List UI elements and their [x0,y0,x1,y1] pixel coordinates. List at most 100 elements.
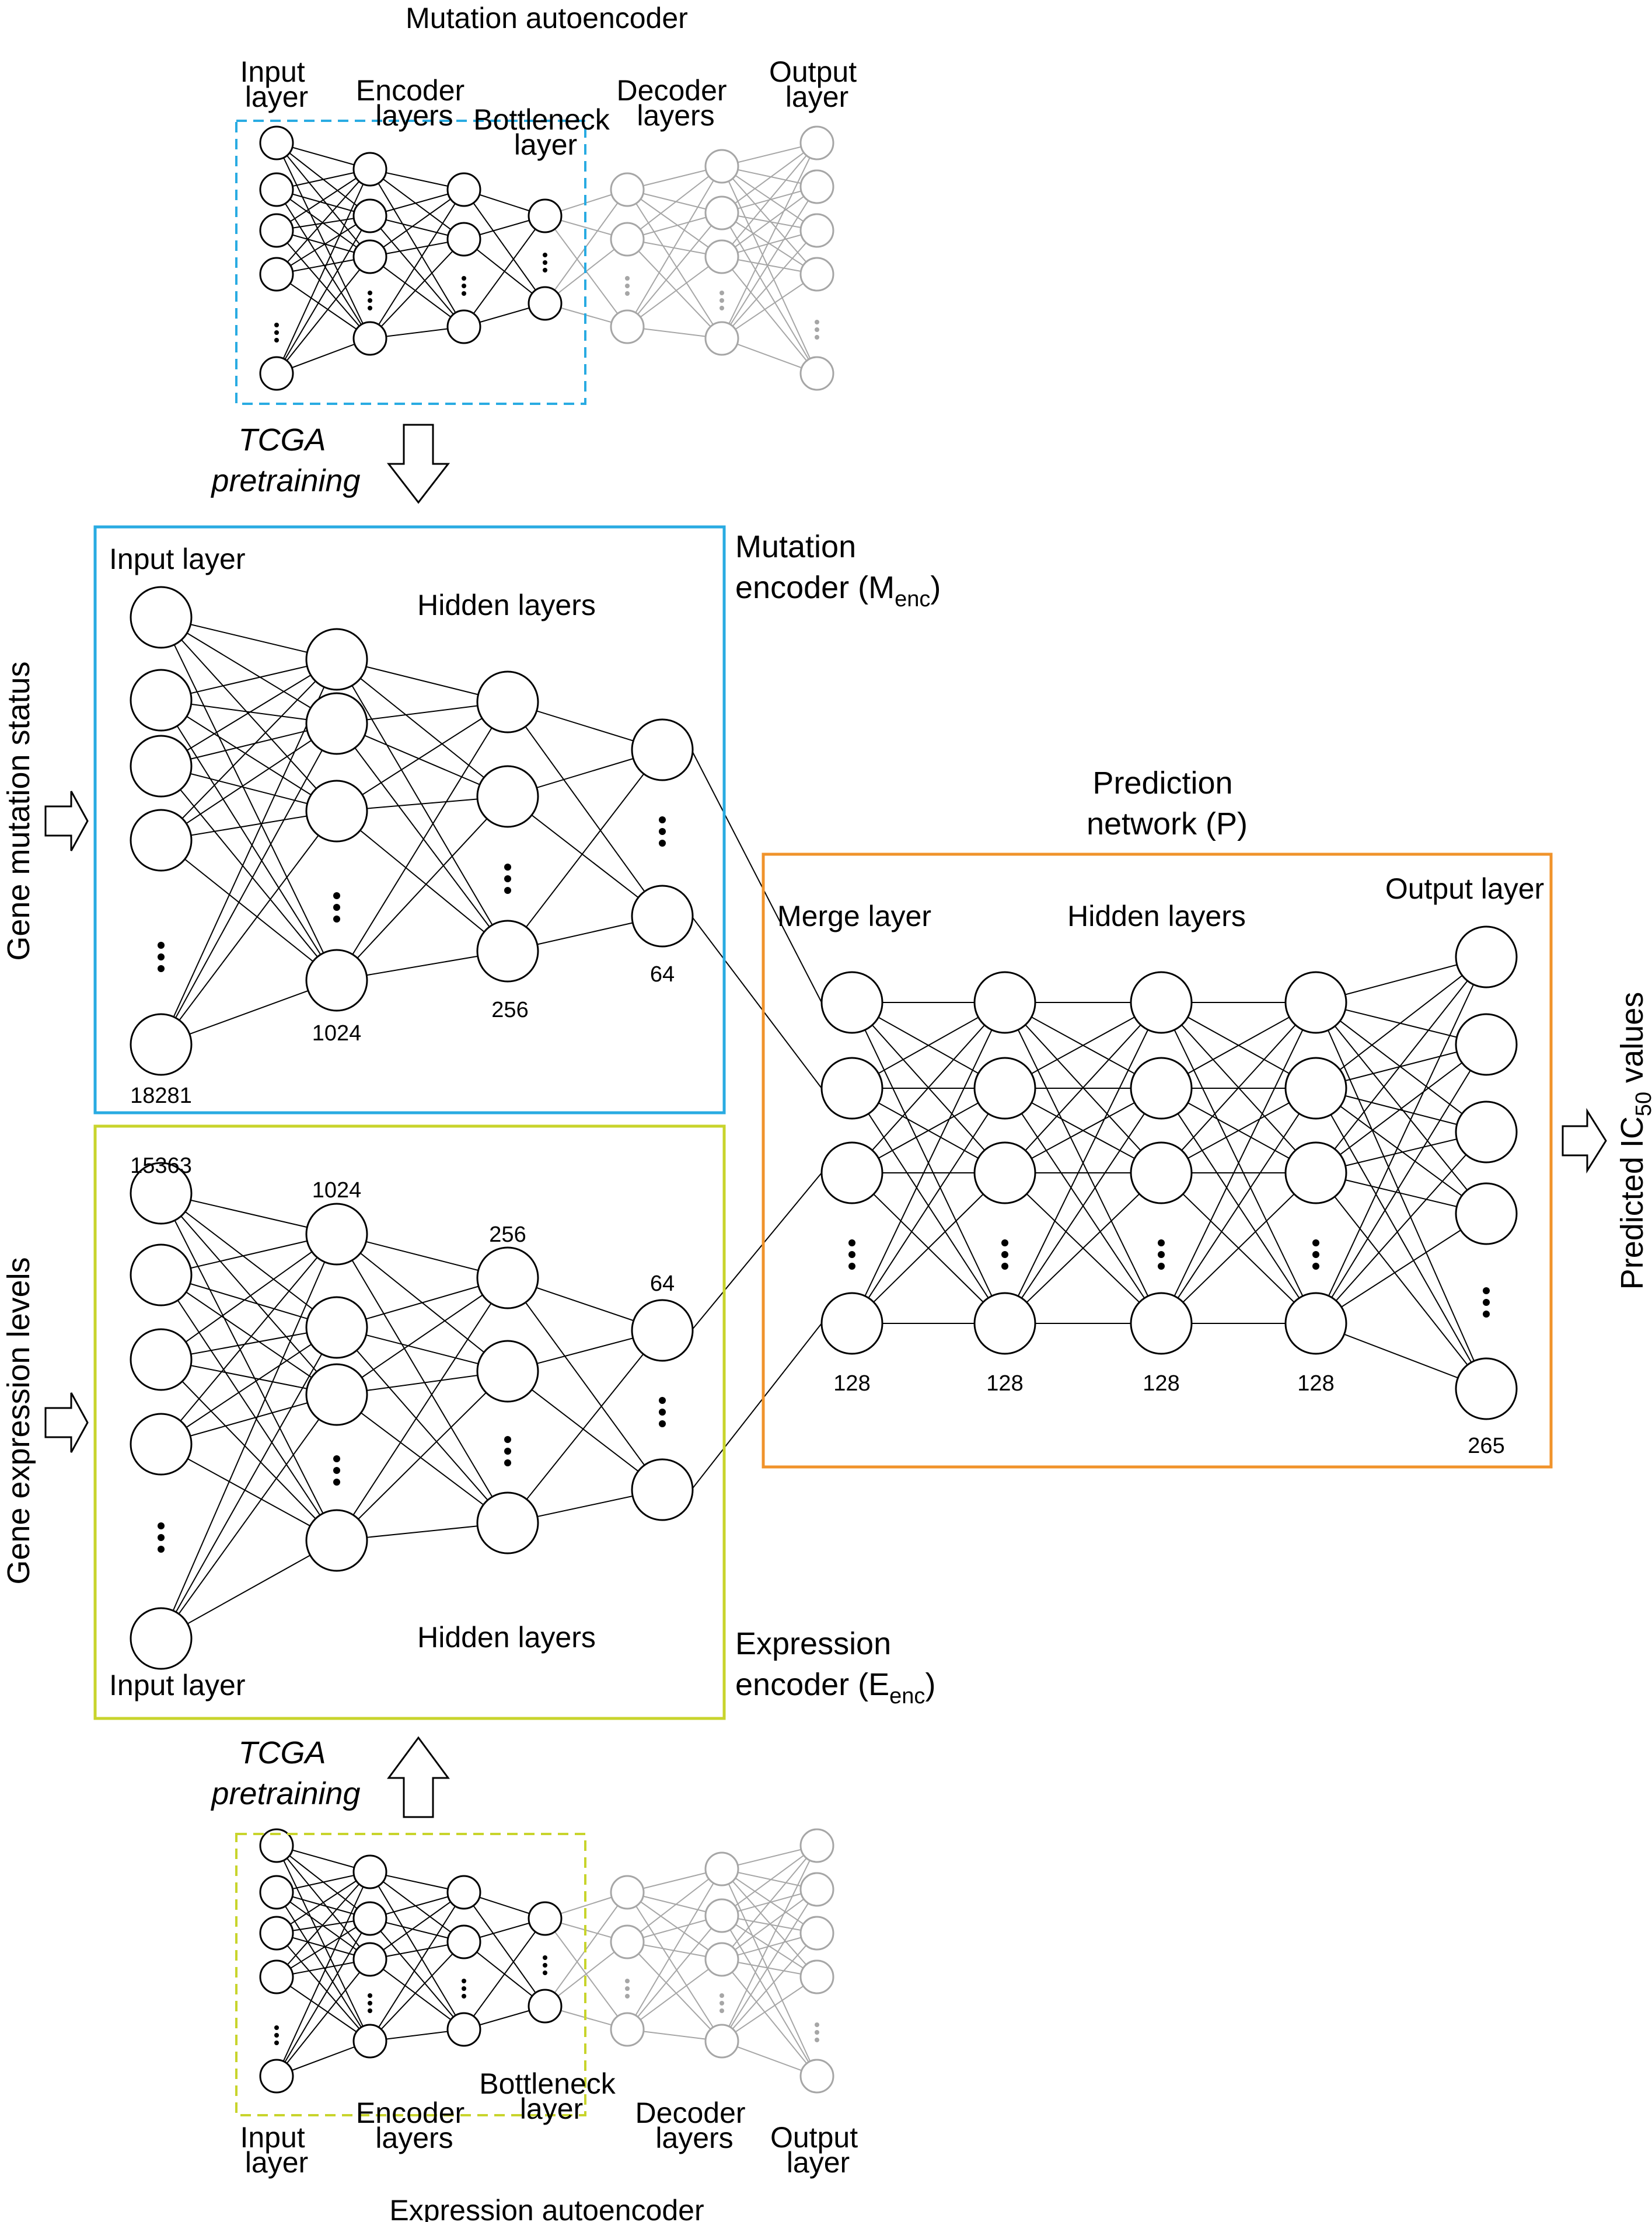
mutation-ae-encoder-label: Encoder layers [356,74,473,132]
mutation-autoencoder-ellipsis-icon [462,291,466,296]
mutation-encoder-connection [336,659,508,797]
expression-autoencoder-ellipsis-icon [274,2033,279,2038]
expression-encoder-ellipsis-icon [659,1409,666,1416]
expression-autoencoder-neuron [259,1916,294,1951]
expression-encoder-connection [160,1193,337,1541]
mutation-encoder-ellipsis-icon [659,828,666,835]
mutation-autoencoder-ellipsis-icon [274,338,279,343]
expression-ae-decoder-label: Decoder layers [635,2097,754,2154]
expression-autoencoder-connection [369,1892,464,2042]
prediction-network-connection [1315,1213,1487,1324]
mutation-autoencoder-connection [627,239,722,339]
mutation-encoder-connection [160,766,337,981]
prediction-network-ellipsis-icon [848,1251,855,1258]
expression-encoder-connection [507,1330,663,1524]
expression-autoencoder-connection [544,1941,628,2007]
mutation-autoencoder-connection [276,169,371,275]
mutation-autoencoder-connection [721,212,818,374]
mutation-encoder-neuron [305,949,368,1012]
prediction-network-neuron [1455,925,1518,988]
mutation-encoder-connection [160,700,337,812]
mutation-autoencoder-connection [627,166,722,327]
mutation-autoencoder-connection [463,189,546,304]
mutation-autoencoder-neuron [799,356,834,391]
gene-mutation-status-label: Gene mutation status [1,661,36,960]
prediction-network-neuron [1130,1292,1193,1355]
mutation-autoencoder-ellipsis-icon [368,298,372,303]
expression-autoencoder-connection [627,1892,722,2042]
prediction-network-connection [1315,1044,1487,1324]
prediction-hidden-label: Hidden layers [1067,900,1246,932]
expression-encoder-connection [336,1234,508,1524]
mutation-encoder-neuron [305,692,368,755]
expression-autoencoder-neuron [446,2012,481,2047]
mutation-encoder-neuron [305,780,368,843]
prediction-network-neuron [1455,1013,1518,1076]
expression-autoencoder-connection [721,1915,818,2077]
mutation-encoder-connection [160,617,337,724]
mutation-encoder-neuron [130,809,193,872]
expression-autoencoder-neuron [704,1898,739,1933]
expression-autoencoder-neuron [610,2012,645,2047]
mutation-autoencoder-ellipsis-icon [368,306,372,310]
prediction-network-ellipsis-icon [1158,1263,1165,1270]
mutation-autoencoder-neuron [352,239,387,274]
expression-encoder-connection [160,1274,337,1395]
expression-autoencoder-neuron [259,1959,294,1994]
mutation-input-arrow [44,791,89,851]
mutation-encoder-neuron [631,718,694,781]
mutation-encoder-connection [336,796,508,981]
mutation-autoencoder-neuron [259,172,294,207]
expression-encoder-connection [160,1193,337,1395]
expression-encoder-neuron [130,1162,193,1225]
expression-autoencoder-connection [627,1868,722,1942]
expression-autoencoder-ellipsis-icon [720,1993,724,1998]
mutation-autoencoder-connection [369,189,464,257]
prediction-network-connection [1315,1088,1487,1214]
prediction-network-connection [1161,1002,1316,1324]
mutation-autoencoder-connection [276,169,371,231]
expression-encoder-connection [160,1234,337,1445]
mutation-autoencoder-connection [721,230,818,339]
expression-encoder-connection [160,1327,337,1639]
prediction-network-ellipsis-icon [1312,1239,1319,1246]
expression-autoencoder-neuron [610,1875,645,1910]
expression-encoder-neuron [631,1299,694,1362]
tcga-pretraining-bottom-label: TCGA pretraining [210,1735,360,1811]
mutation-autoencoder-neuron [259,213,294,248]
mutation-encoder-title: Mutation encoder (Menc) [735,529,941,612]
prediction-network-ellipsis-icon [1158,1239,1165,1246]
prediction-network-connection [1315,956,1487,1173]
expression-encoder-ellipsis-icon [504,1448,511,1455]
mutation-encoder-neuron [305,628,368,691]
mutation-autoencoder-ellipsis-icon [368,291,372,295]
expression-autoencoder-ellipsis-icon [274,2041,279,2045]
prediction-network-title: Prediction network (P) [1087,766,1248,841]
mutation-autoencoder-connection [276,142,371,339]
mutation-autoencoder-connection [463,215,546,327]
mutation-autoencoder-ellipsis-icon [720,291,724,295]
mutation-autoencoder-connection [276,256,371,374]
prediction-network-connection [1315,956,1487,1089]
expression-encoder-ellipsis-icon [158,1546,165,1553]
prediction-network-neuron [820,1057,883,1120]
expression-encoder-ellipsis-icon [333,1467,340,1474]
expression-autoencoder-neuron [799,1916,834,1951]
expression-autoencoder-connection [369,1892,464,1960]
prediction-network-neuron [1130,1057,1193,1120]
mutation-encoder-ellipsis-icon [158,965,165,972]
mutation-encoder-ellipsis-icon [333,904,340,911]
prediction-network-ellipsis-icon [1158,1251,1165,1258]
prediction-network-neuron [820,971,883,1034]
mutation-encoder-connection [160,723,337,1045]
expression-encoder-neuron [130,1243,193,1306]
mutation-autoencoder-neuron [704,239,739,274]
mutation-autoencoder-neuron [352,152,387,187]
mutation-autoencoder-connection [721,142,818,339]
mutation-encoder-neuron [631,885,694,948]
mutation-encoder-connection [336,810,508,952]
prediction-network-connection [851,1002,1005,1173]
expression-autoencoder-ellipsis-icon [815,2038,819,2042]
expression-autoencoder-connection [721,1868,818,1934]
